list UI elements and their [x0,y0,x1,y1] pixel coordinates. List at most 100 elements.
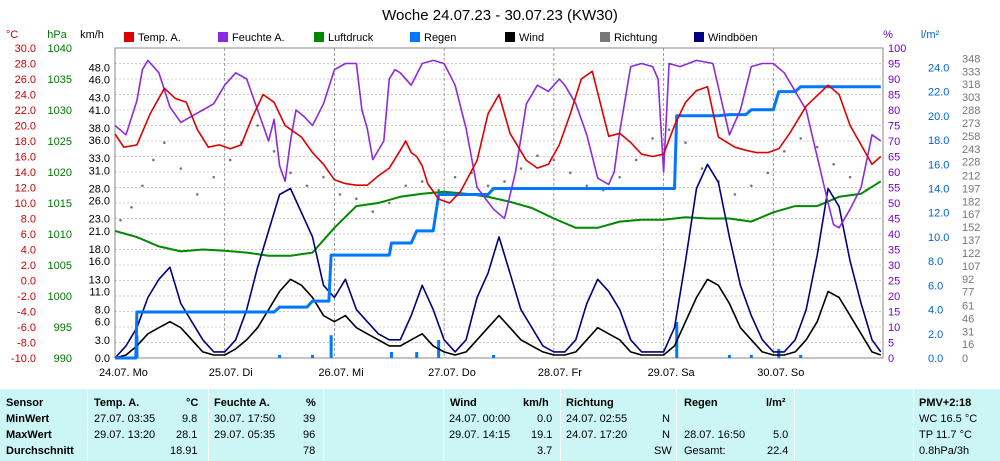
direction-point [799,137,803,140]
pct-tick-label: 0 [888,353,894,365]
lm2-tick-label: 10.0 [928,232,949,244]
temp-unit-label: °C [6,29,18,41]
direction-point [651,137,654,140]
dir-tick-label: 31 [962,326,974,338]
direction-point [179,167,183,170]
legend-swatch [505,32,515,42]
kmh-tick-label: 36.0 [89,135,110,147]
direction-point [338,193,342,196]
pct-tick-label: 100 [888,43,906,55]
pct-tick-label: 10 [888,322,900,334]
hum-max-val: 96 [303,429,316,441]
extra-line-3: TP 11.7 °C [919,429,972,441]
lm2-tick-label: 24.0 [928,62,949,74]
rain-unit: l/m² [766,397,786,409]
kmh-tick-label: 43.0 [89,93,110,105]
dir-tick-label: 16 [962,339,974,351]
direction-point [305,184,309,188]
dir-tick-label: 92 [962,274,974,286]
lm2-tick-label: 14.0 [928,183,949,195]
temp-min-time: 27.07. 03:35 [94,413,156,425]
direction-point [519,167,523,170]
temp-avg-val: 18.91 [170,445,198,457]
kmh-tick-label: 26.0 [89,196,110,208]
direction-point [733,193,737,196]
sensor-label: Sensor [6,397,44,409]
temp-tick-label: 0.0 [21,276,36,288]
dir-tick-label: 61 [962,300,974,312]
lm2-tick-label: 0.0 [928,353,943,365]
max-label: MaxWert [6,429,52,441]
rain-total-label: Gesamt: [684,445,726,457]
temp-tick-label: -8.0 [17,338,36,350]
pct-tick-label: 70 [888,136,900,148]
wind-min-val: 0.0 [537,413,553,425]
pct-tick-label: 85 [888,90,900,102]
rain-bar [310,355,314,358]
temp-tick-label: -2.0 [17,291,36,303]
temp-tick-label: -4.0 [17,307,36,319]
dir-tick-label: 182 [962,196,980,208]
temp-tick-label: -6.0 [17,322,36,334]
kmh-tick-label: 31.0 [89,165,110,177]
pct-tick-label: 90 [888,74,900,86]
rain-bar [799,355,803,358]
legend-swatch [694,32,704,42]
direction-point [453,175,457,179]
chart-title: Woche 24.07.23 - 30.07.23 (KW30) [382,7,618,24]
dir-max-time: 24.07. 17:20 [566,429,628,441]
series-line-windb-en [114,163,882,359]
legend-label: Temp. A. [138,32,181,44]
kmh-tick-label: 3.0 [95,335,110,347]
direction-point [163,141,166,145]
dir-tick-label: 288 [962,105,980,117]
hpa-tick-label: 1020 [48,167,72,179]
legend-swatch [600,32,610,42]
x-tick-label: 30.07. So [757,367,804,379]
rain-bar [389,352,393,358]
wind-title: Wind [450,397,477,409]
pct-tick-label: 45 [888,214,900,226]
extra-line-1: PMV+2:18 [919,397,972,409]
temp-tick-label: 30.0 [15,43,36,55]
dir-tick-label: 212 [962,170,980,182]
wind-unit: km/h [523,397,549,409]
pct-tick-label: 65 [888,152,900,164]
direction-point [766,171,770,175]
pct-tick-label: 15 [888,307,900,319]
dir-tick-label: 333 [962,66,980,78]
rain-max-time: 28.07. 16:50 [684,429,746,441]
direction-point [634,158,638,162]
direction-point [437,188,440,192]
direction-point [585,184,589,188]
dir-tick-label: 348 [962,53,980,65]
temp-unit: °C [186,397,199,409]
dir-tick-label: 258 [962,131,980,143]
wind-avg-val: 3.7 [537,445,553,457]
legend-label: Feuchte A. [232,32,285,44]
pct-tick-label: 60 [888,167,900,179]
temp-tick-label: 14.0 [15,167,36,179]
lm2-tick-label: 12.0 [928,208,949,220]
kmh-tick-label: 28.0 [89,183,110,195]
kmh-tick-label: 48.0 [89,62,110,74]
rain-max-val: 5.0 [773,429,789,441]
legend-label: Luftdruck [328,32,374,44]
series-line-feuchte-a- [114,59,882,229]
direction-point [387,201,391,205]
kmh-tick-label: 21.0 [89,226,110,238]
dir-tick-label: 167 [962,209,980,221]
x-tick-label: 24.07. Mo [99,367,148,379]
rain-total-val: 22.4 [767,445,789,457]
lm2-tick-label: 22.0 [928,87,949,99]
extra-line-2: WC 16.5 °C [919,413,978,425]
direction-point [272,150,276,153]
series-line-regen [115,85,881,360]
direction-point [684,141,687,145]
dir-max-val: N [662,429,670,441]
temp-max-time: 29.07. 13:20 [94,429,156,441]
rain-bar [727,355,731,358]
direction-point [536,154,539,157]
legend-label: Regen [424,32,456,44]
temp-title: Temp. A. [94,397,140,409]
